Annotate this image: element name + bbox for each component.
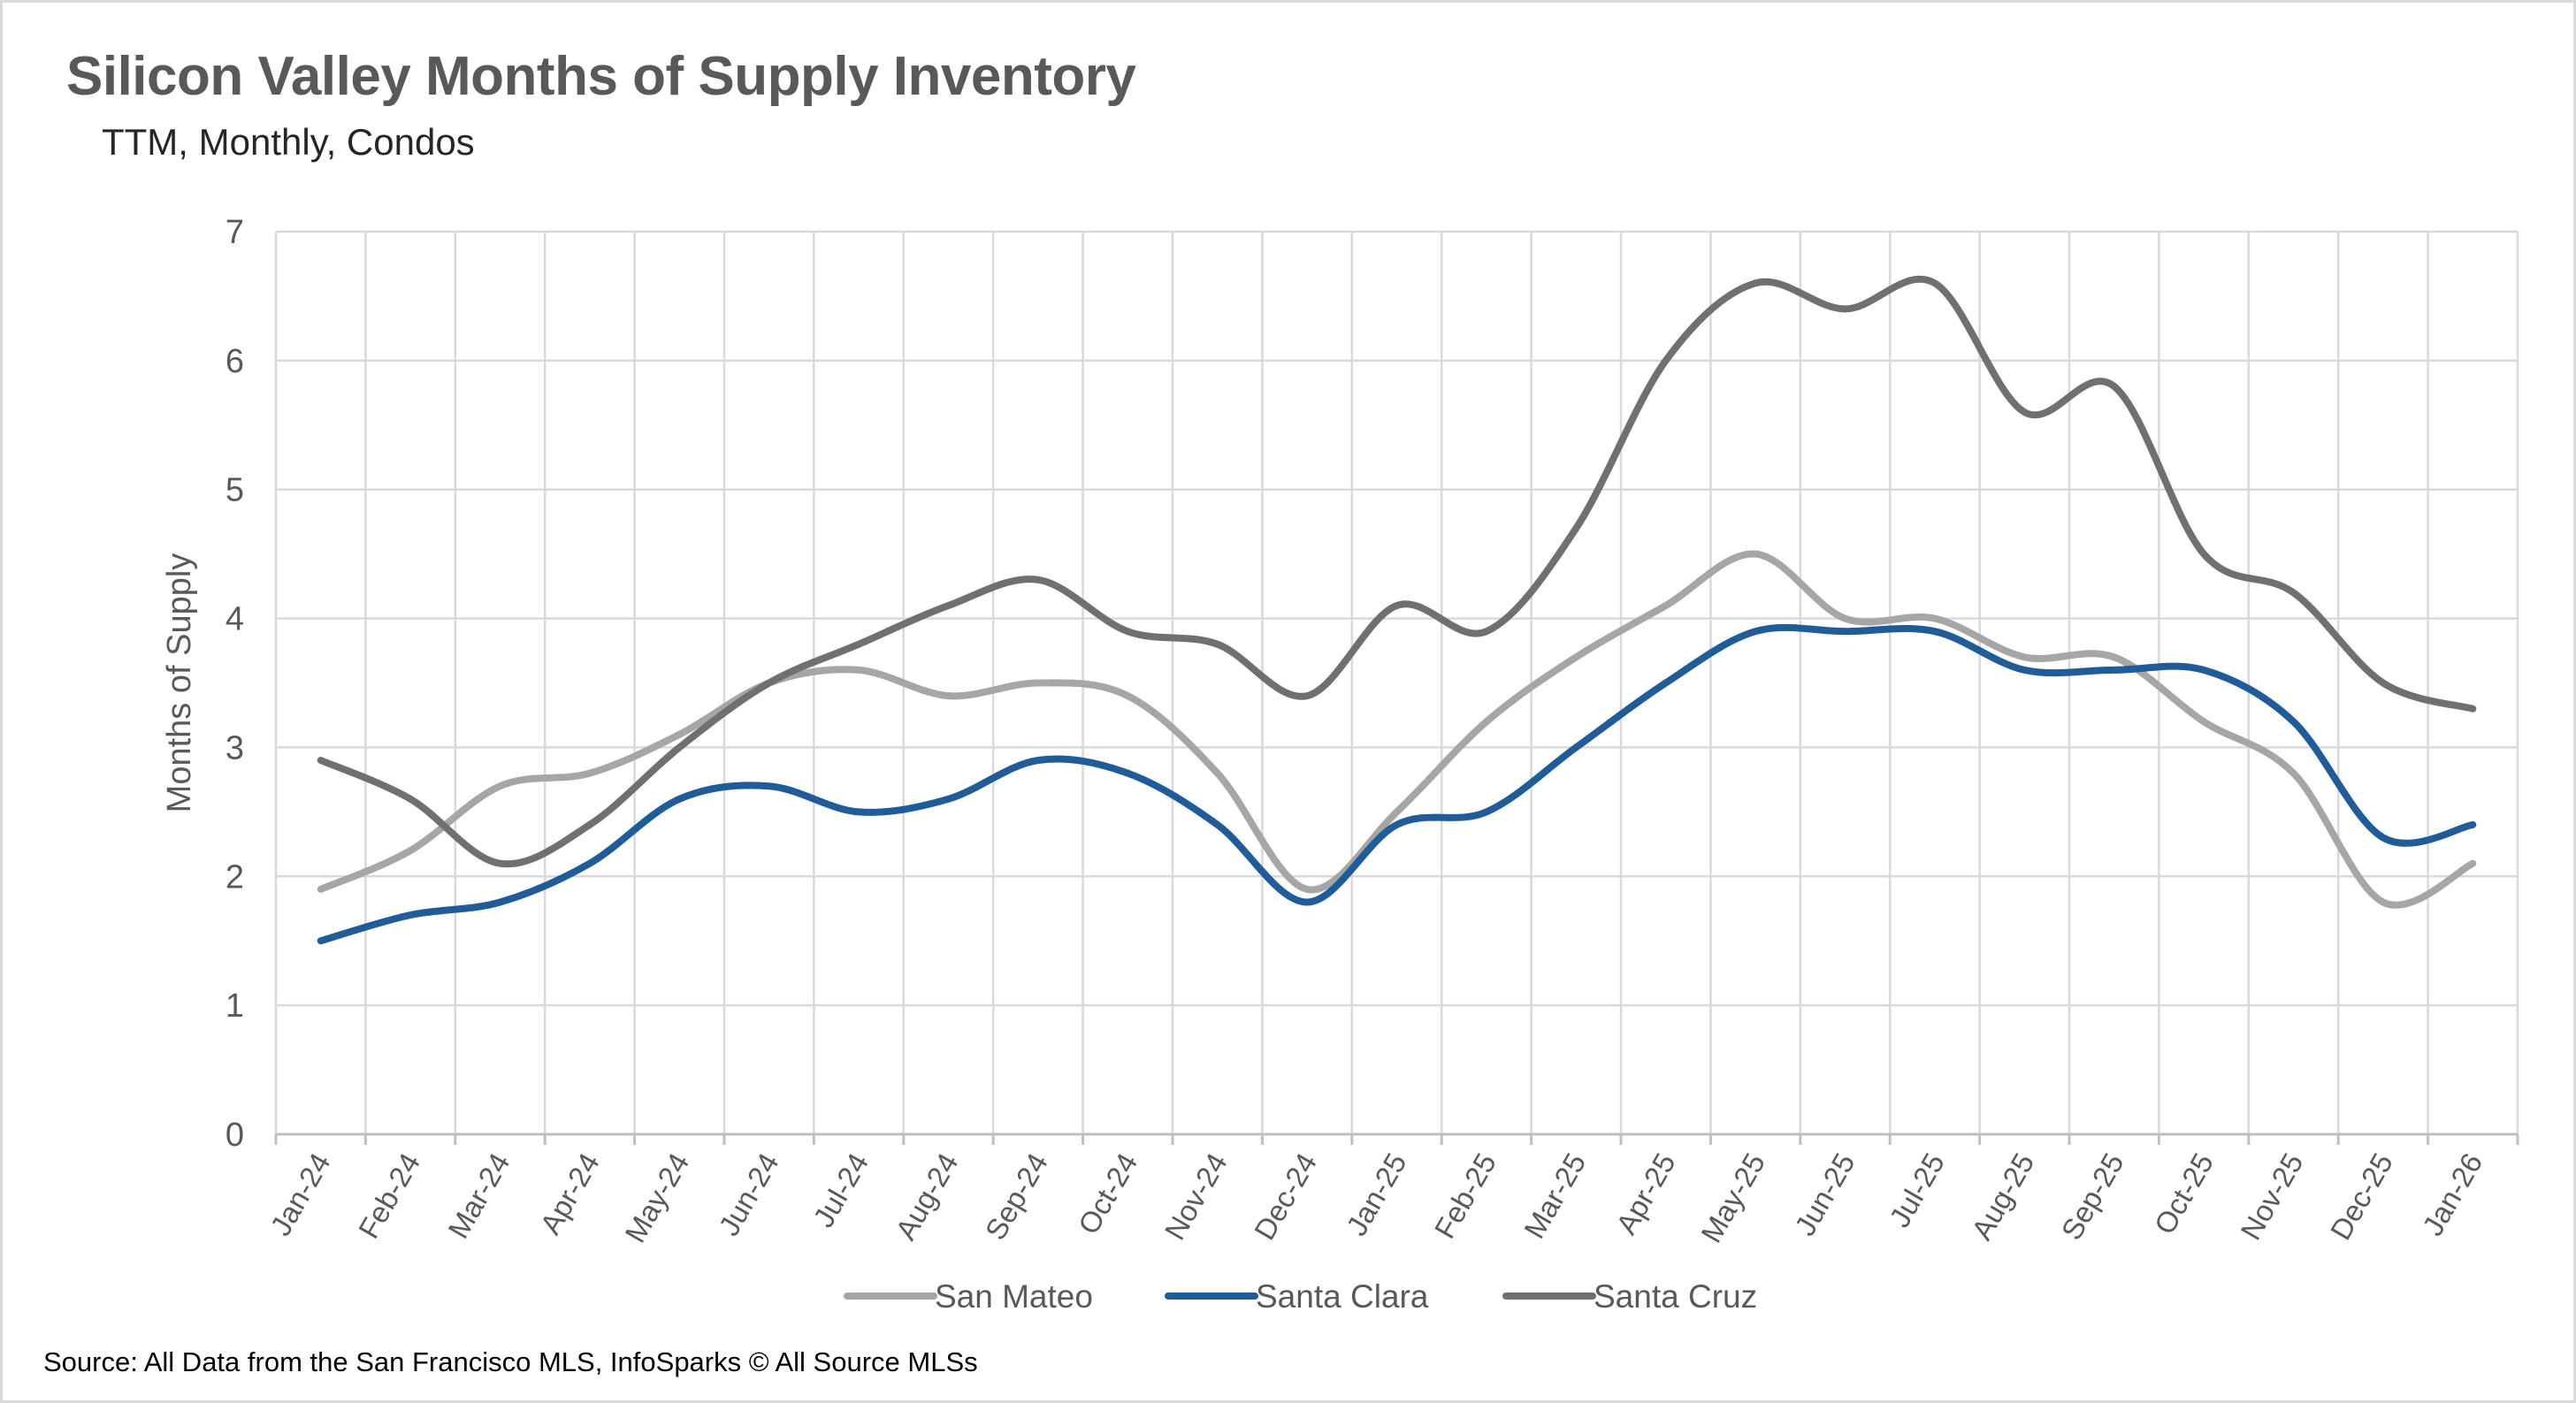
x-tick-label: Apr-24	[533, 1148, 606, 1239]
x-tick-label: Mar-25	[1517, 1148, 1592, 1244]
y-axis-label: Months of Supply	[161, 553, 198, 813]
x-tick-label: Jan-26	[2416, 1148, 2488, 1241]
x-tick-label: Feb-24	[352, 1148, 426, 1244]
y-tick-label: 6	[225, 343, 244, 380]
chart-subtitle: TTM, Monthly, Condos	[102, 121, 475, 163]
x-tick-label: Sep-25	[2055, 1148, 2130, 1246]
x-tick-label: Jul-25	[1883, 1148, 1951, 1232]
x-tick-label: Mar-24	[441, 1148, 516, 1244]
chart-title: Silicon Valley Months of Supply Inventor…	[66, 46, 1136, 107]
x-tick-label: May-24	[618, 1148, 695, 1248]
y-tick-label: 3	[225, 729, 244, 766]
x-tick-label: Jan-25	[1340, 1148, 1412, 1241]
x-tick-label: Sep-24	[979, 1148, 1054, 1246]
x-tick-label: Jul-24	[806, 1148, 875, 1232]
legend: San Mateo Santa Clara Santa Cruz	[844, 1278, 1757, 1315]
series-line-santa-cruz	[317, 275, 2477, 868]
x-axis-ticks: Jan-24 Feb-24 Mar-24 Apr-24 May-24 Jun-24 Jul-…	[264, 1148, 2488, 1248]
x-tick-label: Nov-25	[2234, 1148, 2309, 1246]
y-axis-ticks: 0 1 2 3 4 5 6 7	[225, 214, 244, 1154]
gridlines	[274, 230, 2519, 1134]
x-tick-label: Dec-25	[2324, 1148, 2399, 1246]
legend-label-san-mateo: San Mateo	[935, 1278, 1093, 1315]
series-line-santa-clara	[317, 623, 2477, 945]
x-tick-label: Jan-24	[264, 1148, 336, 1241]
x-tick-label: Oct-24	[1072, 1148, 1144, 1239]
series-lines	[317, 275, 2477, 945]
x-tick-label: Oct-25	[2148, 1148, 2221, 1239]
x-tick-label: Jun-25	[1788, 1148, 1861, 1241]
y-tick-label: 5	[225, 472, 244, 509]
x-tick-label: Jun-24	[712, 1148, 784, 1241]
y-tick-label: 4	[225, 601, 244, 638]
legend-label-santa-cruz: Santa Cruz	[1594, 1278, 1757, 1315]
y-tick-label: 0	[225, 1117, 244, 1154]
x-tick-label: Apr-25	[1609, 1148, 1682, 1239]
x-tick-label: May-25	[1694, 1148, 1771, 1248]
x-tick-label: Aug-25	[1965, 1148, 2040, 1246]
y-tick-label: 2	[225, 858, 244, 896]
source-note: Source: All Data from the San Francisco …	[43, 1346, 978, 1377]
x-tick-label: Nov-24	[1158, 1148, 1234, 1246]
x-tick-label: Feb-25	[1428, 1148, 1502, 1244]
y-tick-label: 1	[225, 987, 244, 1025]
series-line-san-mateo	[317, 550, 2477, 909]
y-tick-label: 7	[225, 214, 244, 251]
x-tick-label: Aug-24	[889, 1148, 964, 1246]
x-tick-label: Dec-24	[1248, 1148, 1323, 1246]
axes	[274, 1132, 2519, 1145]
legend-label-santa-clara: Santa Clara	[1256, 1278, 1429, 1315]
